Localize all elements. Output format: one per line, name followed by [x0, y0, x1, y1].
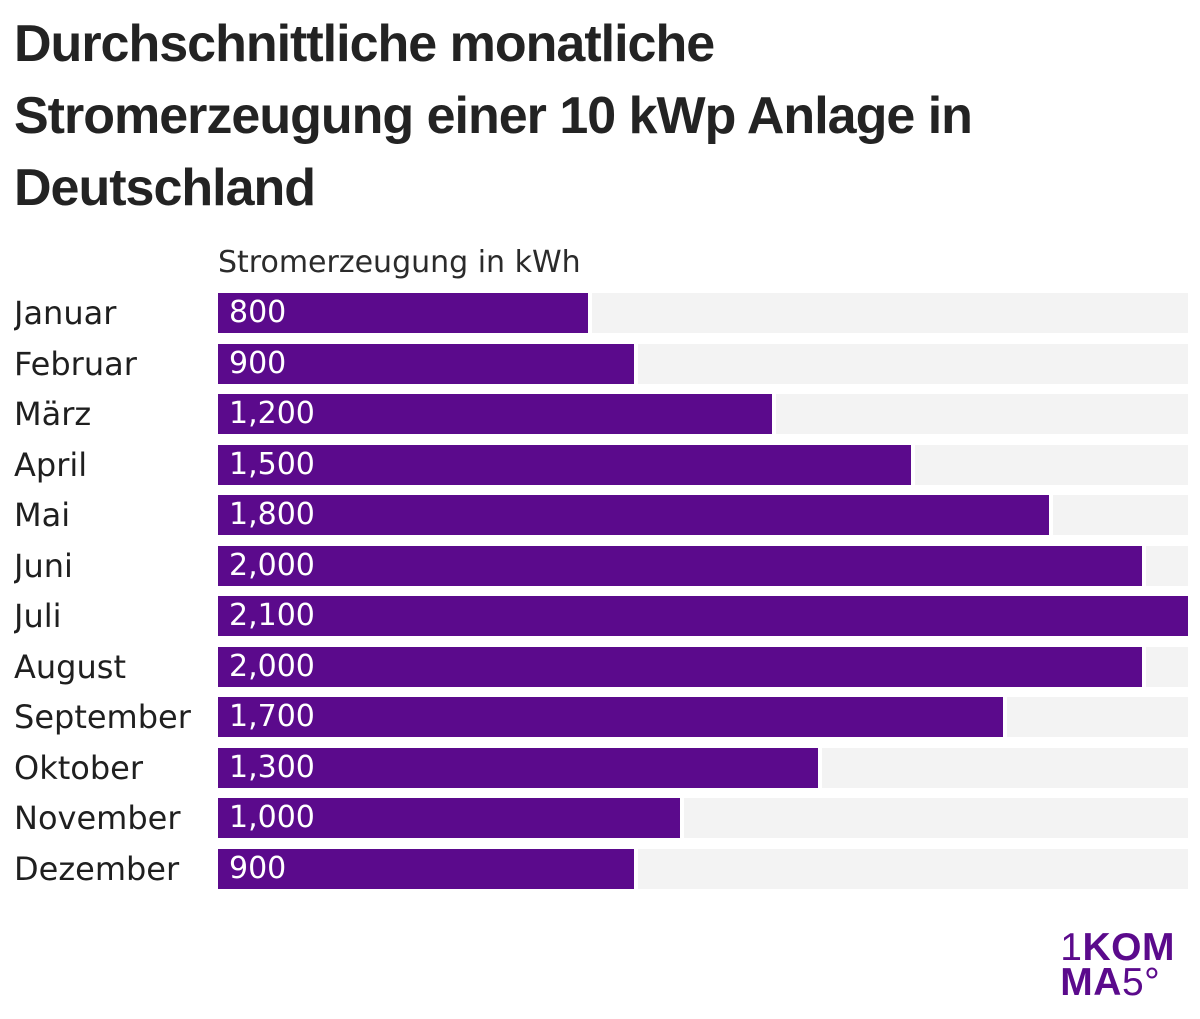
month-label: August — [14, 647, 126, 686]
axis-title: Stromerzeugung in kWh — [218, 245, 581, 280]
bar-row: März 1,200 — [14, 394, 1188, 434]
month-label: Januar — [14, 294, 117, 332]
bar-row: Mai 1,800 — [14, 495, 1188, 535]
chart-title: Durchschnittliche monatliche Stromerzeug… — [14, 8, 1200, 224]
bar: 1,000 — [218, 798, 684, 838]
bar-value-label: 800 — [229, 295, 287, 330]
bar: 2,100 — [218, 596, 1188, 636]
logo-line-2: MA5° — [1060, 963, 1175, 1002]
bar: 1,500 — [218, 444, 915, 485]
bar-track: 1,000 — [218, 798, 1188, 838]
logo-text-ma: MA — [1060, 961, 1122, 1004]
logo-text-kom: KOM — [1082, 926, 1175, 969]
bar-value-label: 1,800 — [229, 497, 315, 532]
komma5-logo: 1KOM MA5° — [1060, 928, 1175, 1002]
bar-row: Januar 800 — [14, 293, 1188, 333]
bar-chart: Januar 800 Februar 900 März 1,200 April … — [14, 293, 1188, 889]
bar-row: Juni 2,000 — [14, 545, 1188, 586]
bar-track: 1,700 — [218, 697, 1188, 737]
bar-track: 1,500 — [218, 444, 1188, 485]
bar-value-label: 1,200 — [229, 396, 315, 431]
bar-row: August 2,000 — [14, 646, 1188, 687]
bar-value-label: 2,000 — [229, 547, 315, 583]
month-label: Mai — [14, 496, 71, 534]
month-label: Juni — [14, 546, 73, 585]
bar: 2,000 — [218, 545, 1146, 586]
bar-value-label: 2,000 — [229, 648, 315, 684]
bar-row: April 1,500 — [14, 444, 1188, 485]
bar-track: 1,300 — [218, 747, 1188, 788]
month-label: Februar — [14, 344, 137, 383]
bar-track: 1,200 — [218, 394, 1188, 434]
month-label: Juli — [14, 597, 62, 635]
bar-row: November 1,000 — [14, 798, 1188, 838]
logo-line-1: 1KOM — [1060, 928, 1175, 967]
bar-track: 1,800 — [218, 495, 1188, 535]
month-label: April — [14, 445, 88, 484]
bar-track: 2,000 — [218, 545, 1188, 586]
bar-track: 800 — [218, 293, 1188, 333]
bar-value-label: 1,500 — [229, 446, 315, 482]
bar-value-label: 1,300 — [229, 749, 315, 785]
bar: 1,800 — [218, 495, 1054, 535]
bar-row: Oktober 1,300 — [14, 747, 1188, 788]
month-label: September — [14, 698, 191, 736]
bar: 1,700 — [218, 697, 1008, 737]
bar-value-label: 2,100 — [229, 598, 315, 633]
logo-text-1: 1 — [1060, 926, 1083, 969]
month-label: November — [14, 799, 181, 837]
bar-track: 2,000 — [218, 646, 1188, 687]
bar: 2,000 — [218, 646, 1146, 687]
bar: 1,200 — [218, 394, 777, 434]
bar-row: Februar 900 — [14, 343, 1188, 384]
chart-title-line-1: Durchschnittliche monatliche — [14, 15, 715, 73]
month-label: Oktober — [14, 748, 143, 787]
bar-row: Dezember 900 — [14, 848, 1188, 889]
bar: 1,300 — [218, 747, 823, 788]
bar-track: 900 — [218, 848, 1188, 889]
bar-value-label: 900 — [229, 850, 287, 886]
month-label: März — [14, 395, 92, 433]
bar: 800 — [218, 293, 592, 333]
bar-value-label: 900 — [229, 345, 287, 381]
logo-text-5deg: 5° — [1121, 961, 1161, 1004]
bar-track: 900 — [218, 343, 1188, 384]
bar-row: September 1,700 — [14, 697, 1188, 737]
bar-track: 2,100 — [218, 596, 1188, 636]
month-label: Dezember — [14, 849, 180, 888]
bar: 900 — [218, 848, 638, 889]
chart-title-line-2: Stromerzeugung einer 10 kWp Anlage in — [14, 87, 973, 145]
bar-row: Juli 2,100 — [14, 596, 1188, 636]
bar: 900 — [218, 343, 638, 384]
chart-title-line-3: Deutschland — [14, 159, 316, 217]
bar-value-label: 1,700 — [229, 699, 315, 734]
bar-value-label: 1,000 — [229, 800, 315, 835]
